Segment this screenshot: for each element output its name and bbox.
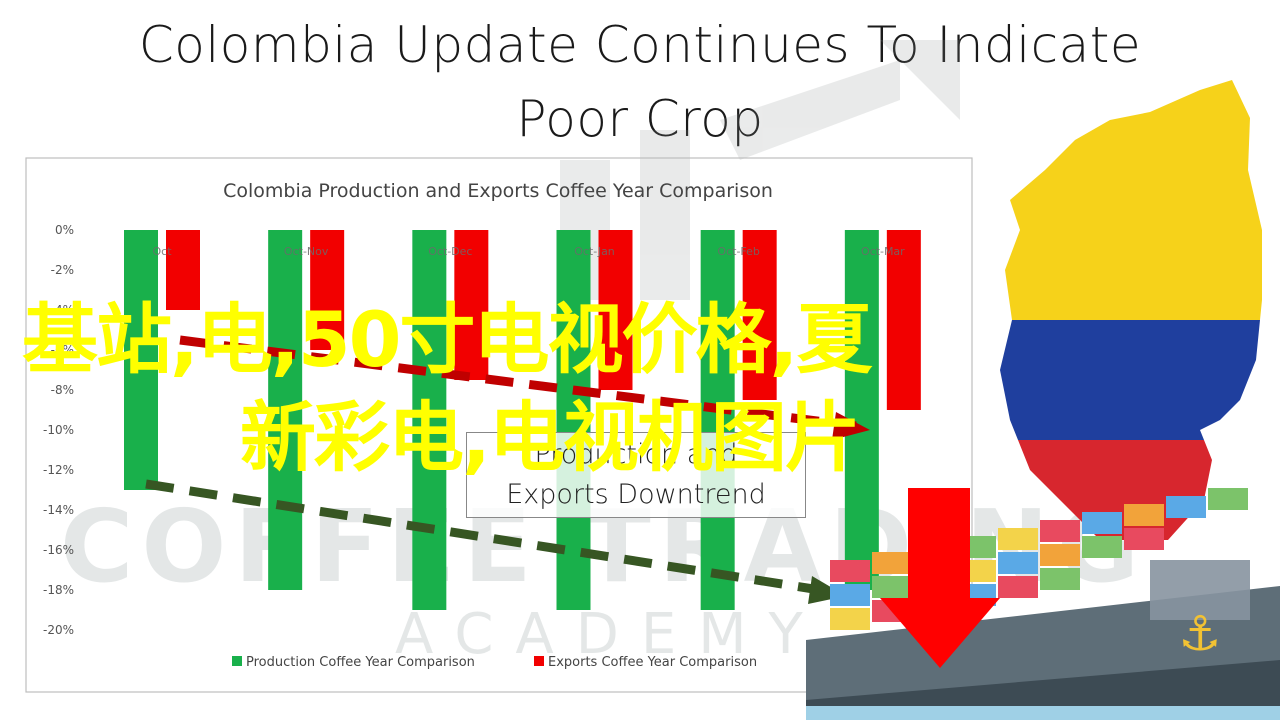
overlay-text-line2: 新彩电,电视机图片 xyxy=(240,393,861,482)
exports-bar xyxy=(166,230,200,310)
y-tick-label: -4% xyxy=(51,303,74,317)
category-label: Oct-Nov xyxy=(284,245,329,258)
chart-title: Colombia Production and Exports Coffee Y… xyxy=(223,180,773,202)
production-bar xyxy=(700,230,735,610)
y-tick-label: -14% xyxy=(43,503,74,517)
y-tick-label: -18% xyxy=(43,583,74,597)
watermark-sub: ACADEMY xyxy=(395,602,825,667)
y-tick-label: -20% xyxy=(43,623,74,637)
exports-bar xyxy=(886,230,921,410)
down-arrow-icon xyxy=(880,488,1000,668)
trend-exports-arrow xyxy=(179,335,870,440)
category-label: Oct-Mar xyxy=(861,245,905,258)
chart-frame xyxy=(25,157,973,693)
category-label: Oct xyxy=(152,245,172,258)
bars xyxy=(124,230,921,610)
y-tick-label: -16% xyxy=(43,543,74,557)
legend-swatch xyxy=(534,656,544,666)
y-tick-label: -2% xyxy=(51,263,74,277)
trend-callout: Production and Exports Downtrend xyxy=(466,432,806,518)
callout-line2: Exports Downtrend xyxy=(506,479,766,510)
exports-bar xyxy=(598,230,633,390)
production-bar xyxy=(124,230,158,490)
trend-arrow-icon xyxy=(560,40,960,300)
chart-legend: Production Coffee Year Comparison Exports… xyxy=(232,655,757,670)
overlay-text-line1: 基站,电,50寸电视价格,夏 xyxy=(22,295,872,384)
production-bar xyxy=(268,230,303,590)
legend-label: Exports Coffee Year Comparison xyxy=(548,655,757,670)
callout-line1: Production and xyxy=(534,439,738,470)
headline-line1: Colombia Update Continues To Indicate xyxy=(138,16,1142,74)
y-tick-label: -8% xyxy=(51,383,74,397)
y-tick-label: 0% xyxy=(55,223,74,237)
y-axis: 0% -2% -4% -6% -8% -10% -12% -14% -16% -18% -20% xyxy=(43,223,74,637)
exports-bar xyxy=(454,230,489,380)
headline: Colombia Update Continues To Indicate Po… xyxy=(0,8,1280,156)
exports-bar xyxy=(742,230,777,400)
y-tick-label: -12% xyxy=(43,463,74,477)
category-label: Oct-Feb xyxy=(717,245,759,258)
colombia-map-icon xyxy=(1000,80,1262,540)
exports-bar xyxy=(310,230,345,350)
legend-label: Production Coffee Year Comparison xyxy=(246,655,475,670)
legend-swatch xyxy=(232,656,242,666)
y-tick-label: -6% xyxy=(51,343,74,357)
category-labels: Oct Oct-Nov Oct-Dec Oct-Jan Oct-Feb Oct-Mar xyxy=(152,245,905,258)
production-bar xyxy=(412,230,447,610)
y-tick-label: -10% xyxy=(43,423,74,437)
production-bar xyxy=(844,230,879,590)
svg-text:⚓: ⚓ xyxy=(1178,606,1221,662)
category-label: Oct-Jan xyxy=(574,245,615,258)
headline-line2: Poor Crop xyxy=(516,90,764,148)
category-label: Oct-Dec xyxy=(428,245,472,258)
